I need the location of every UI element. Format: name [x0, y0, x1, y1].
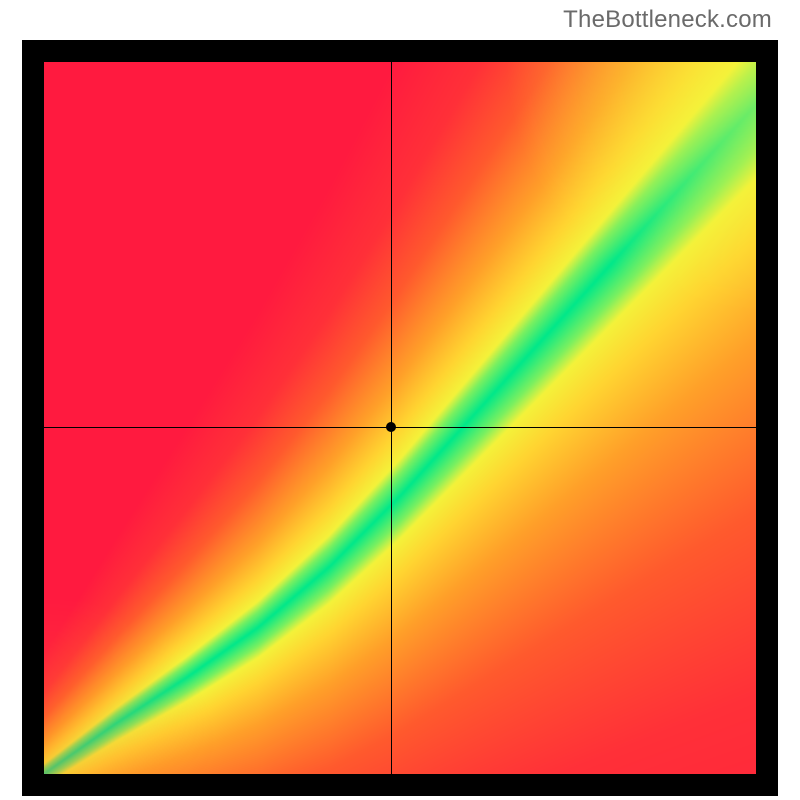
watermark-text: TheBottleneck.com [563, 6, 772, 34]
plot-area [44, 62, 756, 774]
crosshair-marker-dot [386, 422, 396, 432]
crosshair-vertical [391, 62, 392, 774]
chart-container: TheBottleneck.com [0, 0, 800, 800]
heatmap-canvas [44, 62, 756, 774]
crosshair-horizontal [44, 427, 756, 428]
